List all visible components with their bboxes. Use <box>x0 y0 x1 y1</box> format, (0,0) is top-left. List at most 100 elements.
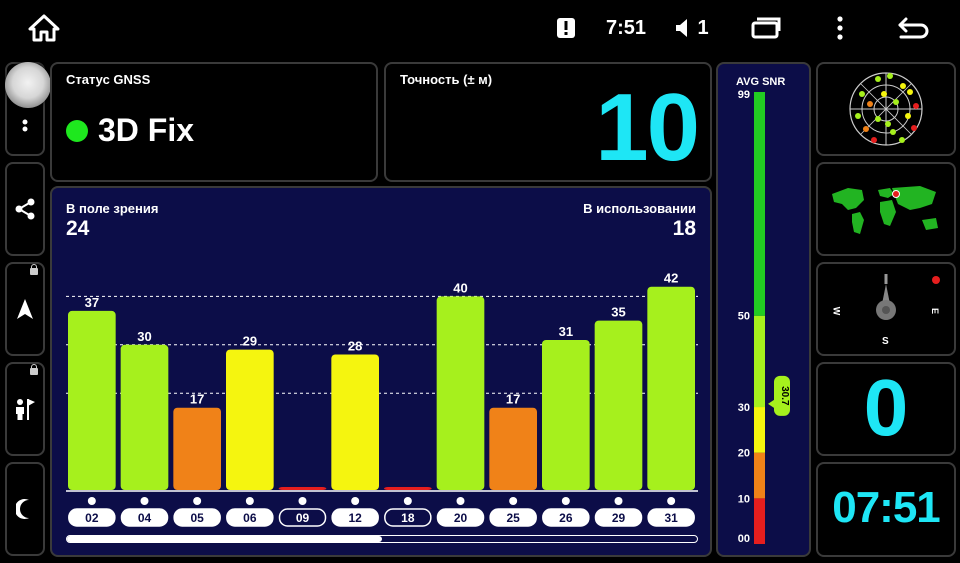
satellite-dot <box>298 497 307 505</box>
prn-label: 26 <box>559 511 573 525</box>
snr-bar <box>120 344 169 490</box>
more-vert-icon <box>22 119 28 132</box>
recents-icon[interactable] <box>748 0 784 56</box>
volume-level: 1 <box>697 16 709 39</box>
sky-plot <box>849 72 923 146</box>
prn-badge <box>489 508 537 527</box>
bar-value-label: 28 <box>348 338 362 353</box>
snr-bar <box>278 487 327 490</box>
snr-band <box>754 452 765 499</box>
satellite-dot <box>667 497 676 505</box>
snr-bar <box>173 407 221 490</box>
floating-assist-button[interactable] <box>5 62 51 108</box>
bar-value-label: 31 <box>559 324 573 339</box>
prn-badge <box>331 508 379 527</box>
accuracy-panel[interactable]: Точность (± м) 10 <box>384 62 712 182</box>
bar-value-label: 17 <box>190 392 204 407</box>
bar-value-label: 17 <box>506 392 520 407</box>
gnss-status-panel[interactable]: Статус GNSS 3D Fix <box>50 62 378 182</box>
volume-icon <box>676 19 688 37</box>
prn-badge <box>120 508 169 527</box>
bar-value-label: 42 <box>664 271 678 286</box>
snr-bar <box>436 296 485 490</box>
satellite-dot <box>403 497 412 505</box>
prn-badge <box>173 508 221 527</box>
clock-time: 7:51 <box>605 16 647 39</box>
snr-band <box>754 407 765 453</box>
sidebar-item-night-mode[interactable] <box>5 462 45 556</box>
person-flag-icon <box>16 399 35 420</box>
volume-control[interactable]: 1 <box>670 0 714 56</box>
compass-south-label: S <box>882 336 889 347</box>
speed-value: 0 <box>863 363 909 452</box>
snr-band <box>754 92 765 316</box>
snr-tick-label: 00 <box>738 533 750 545</box>
sidebar-item-share[interactable] <box>5 162 45 256</box>
prn-label: 05 <box>190 511 204 525</box>
satellite-dot <box>509 497 518 505</box>
compass-east-label: E <box>930 307 941 315</box>
snr-bar <box>331 354 379 490</box>
fix-status-indicator <box>66 120 88 142</box>
more-vert-icon[interactable] <box>828 0 852 56</box>
satellite-dot <box>245 497 254 505</box>
bar-value-label: 35 <box>611 305 625 320</box>
snr-band <box>754 498 765 544</box>
prn-label: 31 <box>664 511 678 525</box>
lock-icon <box>30 264 38 275</box>
compass-panel[interactable]: W E S <box>816 262 956 356</box>
prn-badge <box>647 508 695 527</box>
fix-status-value: 3D Fix <box>98 112 195 148</box>
snr-bar <box>594 320 643 490</box>
satellite-dot <box>351 497 360 505</box>
snr-bar <box>647 286 695 490</box>
prn-label: 29 <box>612 511 626 525</box>
satellite-dot <box>456 497 465 505</box>
snr-tick-label: 99 <box>738 89 750 101</box>
accuracy-label: Точность (± м) <box>400 72 493 87</box>
prn-label: 25 <box>506 511 520 525</box>
chart-scrollbar[interactable] <box>66 535 698 543</box>
home-icon[interactable] <box>22 0 66 56</box>
prn-label: 12 <box>348 511 362 525</box>
prn-label: 20 <box>454 511 468 525</box>
in-use-label: В использовании <box>583 201 696 216</box>
compass <box>876 274 940 320</box>
status-bar: 7:51 1 <box>0 0 960 56</box>
prn-label: 04 <box>138 511 152 525</box>
world-map-panel[interactable] <box>816 162 956 256</box>
sky-view-panel[interactable] <box>816 62 956 156</box>
snr-band <box>754 315 765 408</box>
prn-badge <box>542 508 590 527</box>
bar-value-label: 30 <box>137 329 151 344</box>
share-icon <box>15 198 35 220</box>
speed-panel[interactable]: 0 <box>816 362 956 456</box>
clock-value: 07:51 <box>832 483 941 532</box>
prn-label: 02 <box>85 511 99 525</box>
clock-panel[interactable]: 07:51 <box>816 462 956 557</box>
scrollbar-thumb[interactable] <box>67 536 382 542</box>
prn-label: 18 <box>401 511 415 525</box>
snr-tick-label: 50 <box>738 311 750 323</box>
satellite-dot <box>140 497 149 505</box>
snr-bar <box>489 407 537 490</box>
back-icon[interactable] <box>894 0 934 56</box>
alert-icon[interactable] <box>552 0 580 56</box>
snr-tick-label: 30 <box>738 402 750 414</box>
sidebar-item-navigation[interactable] <box>5 262 45 356</box>
lock-icon <box>30 364 38 375</box>
world-map <box>828 186 946 238</box>
prn-badge <box>436 508 485 527</box>
gnss-status-label: Статус GNSS <box>66 72 151 87</box>
snr-bar <box>226 349 274 490</box>
avg-snr-gauge: 99 50 30 20 10 00 30.7 <box>738 89 790 545</box>
satellite-dot <box>87 497 96 505</box>
sidebar-item-person-flag[interactable] <box>5 362 45 456</box>
avg-snr-value: 30.7 <box>779 386 790 406</box>
bar-value-label: 29 <box>243 334 257 349</box>
avg-snr-panel[interactable]: AVG SNR 99 50 30 20 10 00 30.7 <box>716 62 811 557</box>
prn-badge <box>278 508 327 527</box>
prn-badge <box>68 508 116 527</box>
satellites-panel[interactable]: В поле зрения 24 В использовании 18 37 02… <box>50 186 712 557</box>
snr-tick-label: 10 <box>738 493 750 505</box>
